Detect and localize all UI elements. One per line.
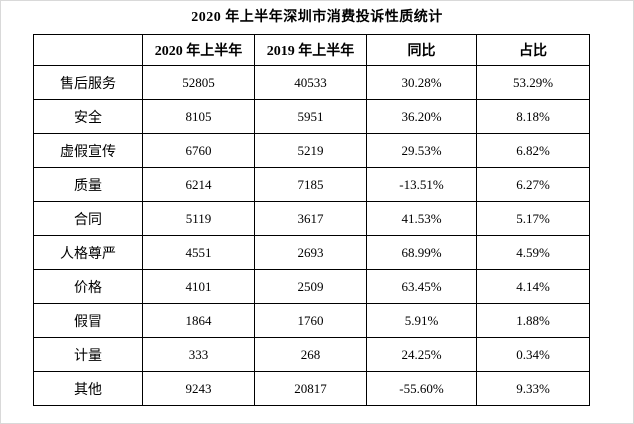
cell-share: 8.18% xyxy=(476,99,590,134)
cell-share: 6.82% xyxy=(476,133,590,168)
cell-2019: 40533 xyxy=(254,65,367,100)
row-label: 人格尊严 xyxy=(33,235,143,270)
cell-2020: 8105 xyxy=(142,99,255,134)
row-label: 价格 xyxy=(33,269,143,304)
header-cell-category xyxy=(33,34,143,66)
row-label: 售后服务 xyxy=(33,65,143,100)
table-row: 虚假宣传 6760 5219 29.53% 6.82% xyxy=(33,133,590,168)
table-row: 人格尊严 4551 2693 68.99% 4.59% xyxy=(33,235,590,270)
row-label: 合同 xyxy=(33,201,143,236)
cell-yoy: -13.51% xyxy=(366,167,477,202)
cell-share: 9.33% xyxy=(476,371,590,406)
cell-share: 6.27% xyxy=(476,167,590,202)
cell-2020: 6214 xyxy=(142,167,255,202)
cell-2019: 2509 xyxy=(254,269,367,304)
row-label: 质量 xyxy=(33,167,143,202)
cell-2019: 7185 xyxy=(254,167,367,202)
cell-yoy: 63.45% xyxy=(366,269,477,304)
cell-yoy: 68.99% xyxy=(366,235,477,270)
cell-share: 4.14% xyxy=(476,269,590,304)
table-row: 计量 333 268 24.25% 0.34% xyxy=(33,337,590,372)
row-label: 计量 xyxy=(33,337,143,372)
cell-2020: 4551 xyxy=(142,235,255,270)
table-row: 假冒 1864 1760 5.91% 1.88% xyxy=(33,303,590,338)
cell-share: 0.34% xyxy=(476,337,590,372)
table-row: 合同 5119 3617 41.53% 5.17% xyxy=(33,201,590,236)
cell-share: 4.59% xyxy=(476,235,590,270)
row-label: 假冒 xyxy=(33,303,143,338)
table-row: 价格 4101 2509 63.45% 4.14% xyxy=(33,269,590,304)
cell-yoy: 24.25% xyxy=(366,337,477,372)
header-cell-share: 占比 xyxy=(476,34,590,66)
cell-2019: 268 xyxy=(254,337,367,372)
cell-share: 53.29% xyxy=(476,65,590,100)
cell-2020: 1864 xyxy=(142,303,255,338)
cell-share: 1.88% xyxy=(476,303,590,338)
cell-yoy: 30.28% xyxy=(366,65,477,100)
row-label: 其他 xyxy=(33,371,143,406)
cell-2020: 4101 xyxy=(142,269,255,304)
row-label: 虚假宣传 xyxy=(33,133,143,168)
cell-2019: 5219 xyxy=(254,133,367,168)
cell-yoy: 36.20% xyxy=(366,99,477,134)
cell-2019: 3617 xyxy=(254,201,367,236)
cell-2020: 333 xyxy=(142,337,255,372)
cell-yoy: 5.91% xyxy=(366,303,477,338)
cell-yoy: -55.60% xyxy=(366,371,477,406)
table-row: 售后服务 52805 40533 30.28% 53.29% xyxy=(33,65,590,100)
cell-2020: 9243 xyxy=(142,371,255,406)
table-row: 安全 8105 5951 36.20% 8.18% xyxy=(33,99,590,134)
cell-yoy: 29.53% xyxy=(366,133,477,168)
cell-2020: 6760 xyxy=(142,133,255,168)
cell-share: 5.17% xyxy=(476,201,590,236)
cell-yoy: 41.53% xyxy=(366,201,477,236)
cell-2019: 1760 xyxy=(254,303,367,338)
row-label: 安全 xyxy=(33,99,143,134)
page-title: 2020 年上半年深圳市消费投诉性质统计 xyxy=(191,10,443,25)
cell-2020: 52805 xyxy=(142,65,255,100)
header-cell-2020: 2020 年上半年 xyxy=(142,34,255,66)
cell-2019: 20817 xyxy=(254,371,367,406)
table-row: 质量 6214 7185 -13.51% 6.27% xyxy=(33,167,590,202)
header-row: 2020 年上半年 2019 年上半年 同比 占比 xyxy=(33,34,590,66)
cell-2020: 5119 xyxy=(142,201,255,236)
cell-2019: 5951 xyxy=(254,99,367,134)
complaints-table: 2020 年上半年 2019 年上半年 同比 占比 售后服务 52805 405… xyxy=(33,34,590,406)
header-cell-2019: 2019 年上半年 xyxy=(254,34,367,66)
table-row: 其他 9243 20817 -55.60% 9.33% xyxy=(33,371,590,406)
cell-2019: 2693 xyxy=(254,235,367,270)
header-cell-yoy: 同比 xyxy=(366,34,477,66)
